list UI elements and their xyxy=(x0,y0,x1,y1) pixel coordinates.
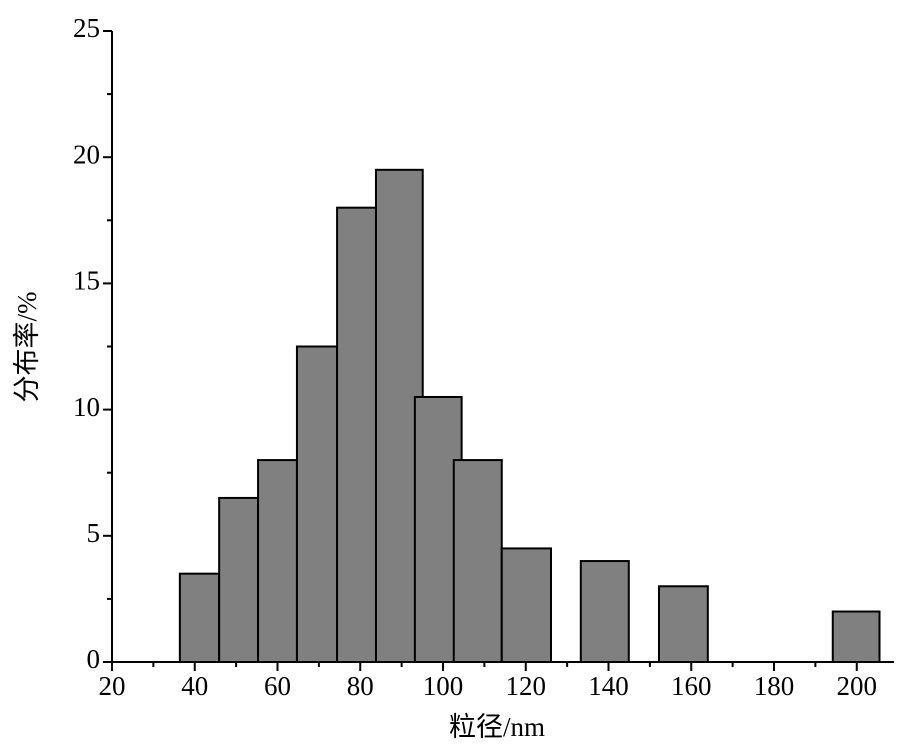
bar xyxy=(178,572,221,663)
x-tick-label: 100 xyxy=(423,671,464,701)
x-tick-label: 80 xyxy=(347,671,374,701)
bar xyxy=(579,560,630,663)
x-tick-label: 140 xyxy=(588,671,629,701)
y-tick-label: 0 xyxy=(87,644,101,674)
bar xyxy=(831,610,881,664)
x-tick-label: 40 xyxy=(181,671,208,701)
bar xyxy=(452,459,503,663)
bar xyxy=(336,206,377,663)
x-tick-label: 160 xyxy=(671,671,712,701)
x-tick-label: 20 xyxy=(99,671,126,701)
bar xyxy=(295,345,339,663)
x-axis-title: 粒径/nm xyxy=(449,712,545,742)
x-tick-label: 120 xyxy=(506,671,547,701)
bar xyxy=(657,585,709,664)
y-tick-label: 15 xyxy=(73,266,100,296)
y-tick-label: 25 xyxy=(73,13,100,43)
x-tick-label: 180 xyxy=(754,671,795,701)
y-tick-label: 20 xyxy=(73,139,100,169)
bar xyxy=(500,547,552,663)
bar xyxy=(257,459,298,663)
x-tick-label: 60 xyxy=(264,671,291,701)
y-tick-label: 10 xyxy=(73,392,100,422)
y-axis-title: 分布率/% xyxy=(12,292,42,403)
y-tick-label: 5 xyxy=(87,518,101,548)
x-tick-label: 200 xyxy=(837,671,878,701)
bar xyxy=(218,496,260,663)
